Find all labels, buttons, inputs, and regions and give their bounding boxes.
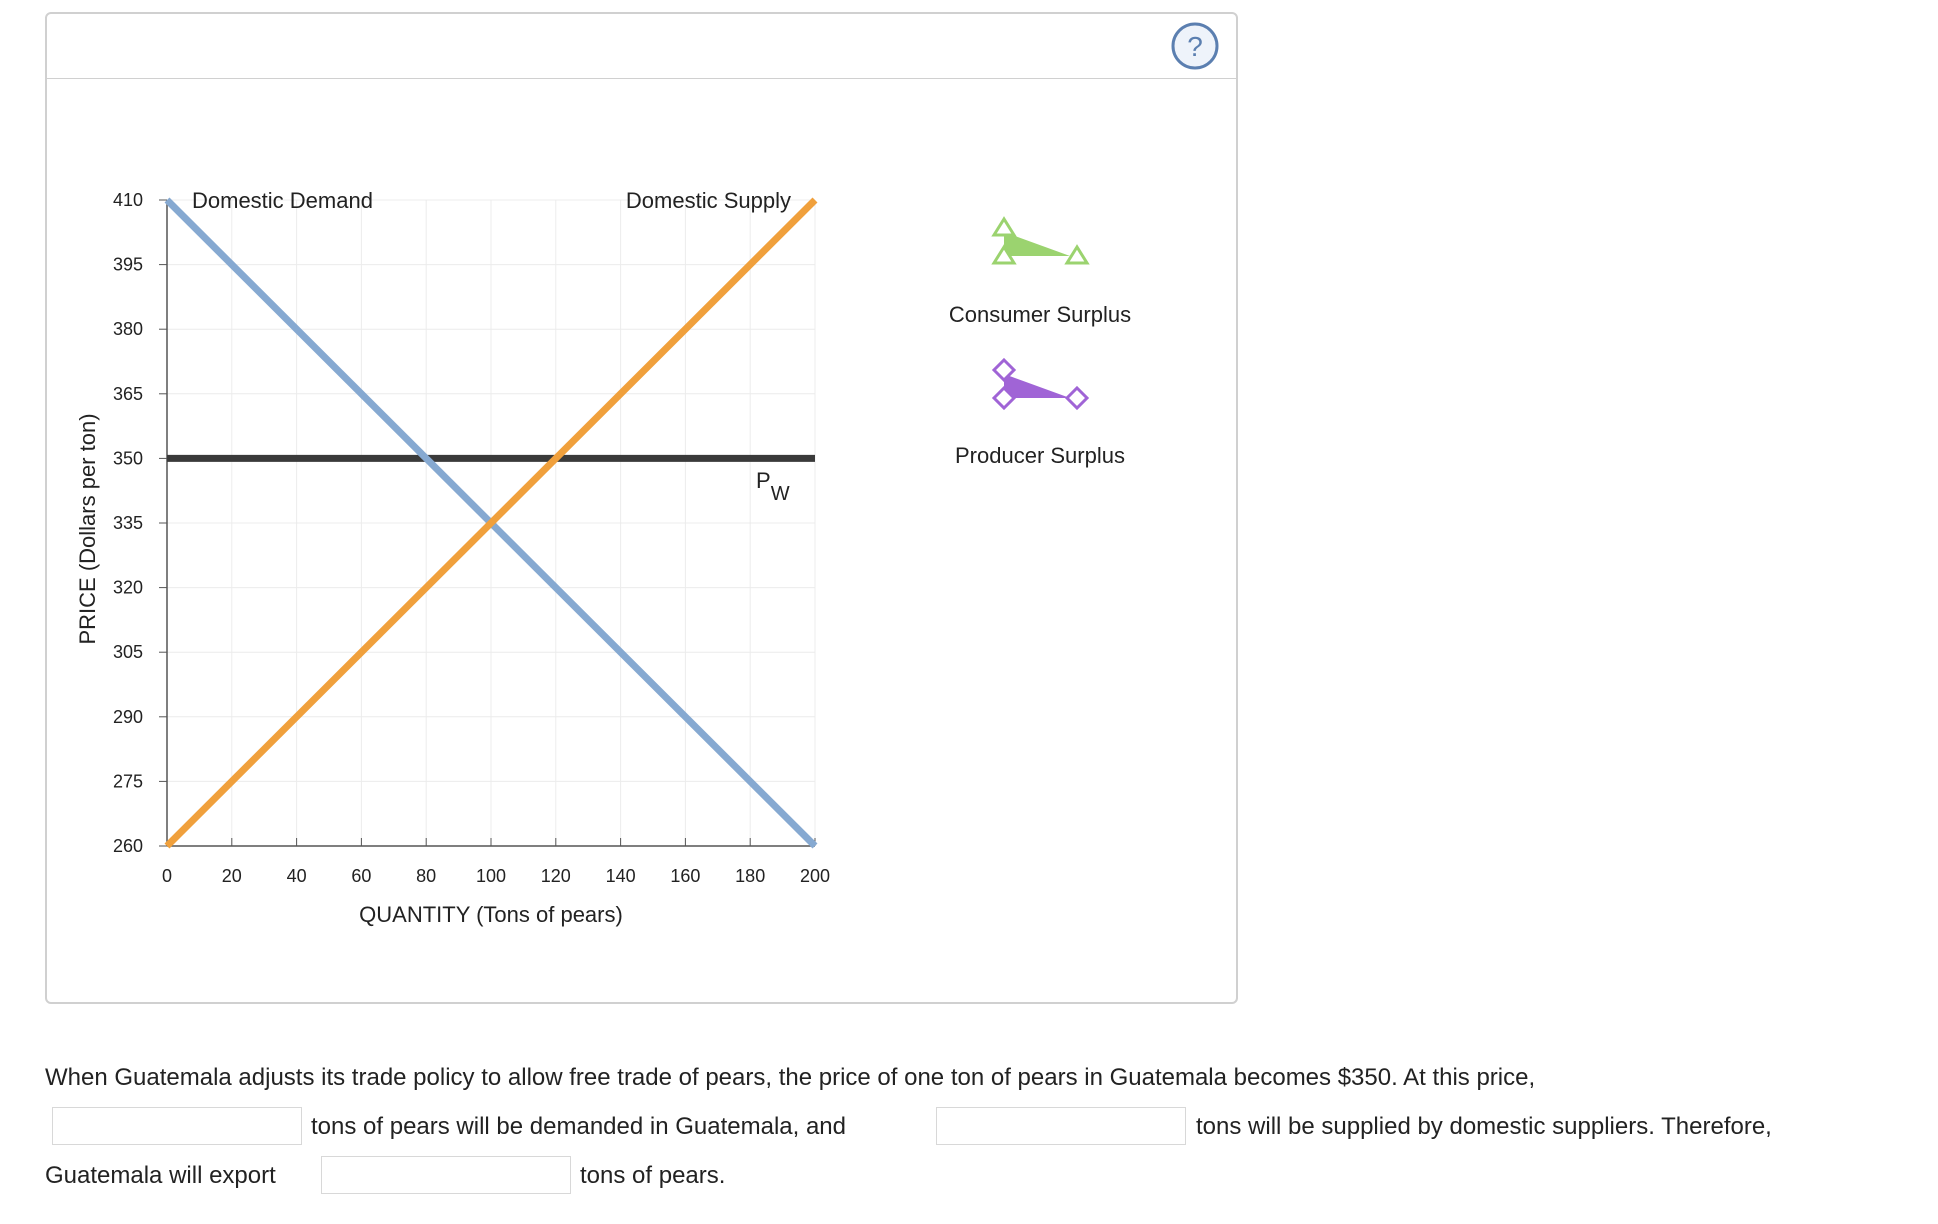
panel-divider — [47, 78, 1236, 79]
x-tick-label: 0 — [162, 866, 172, 886]
y-tick-label: 380 — [113, 319, 143, 339]
legend-marker — [1064, 385, 1090, 411]
x-tick-label: 200 — [800, 866, 830, 886]
legend-marker — [991, 357, 1017, 383]
x-tick-label: 60 — [351, 866, 371, 886]
help-icon[interactable]: ? — [1171, 22, 1219, 70]
help-mark[interactable]: ? — [1187, 31, 1203, 62]
x-axis-label: QUANTITY (Tons of pears) — [359, 902, 623, 927]
x-tick-label: 100 — [476, 866, 506, 886]
x-tick-label: 120 — [541, 866, 571, 886]
legend-marker — [1064, 244, 1090, 265]
x-tick-label: 160 — [670, 866, 700, 886]
x-tick-label: 80 — [416, 866, 436, 886]
answer-input[interactable] — [321, 1156, 571, 1194]
curve-label: Domestic Supply — [626, 188, 791, 213]
legend-label: Consumer Surplus — [949, 302, 1131, 327]
curve-label: Domestic Demand — [192, 188, 373, 213]
graph-panel — [45, 12, 1238, 1004]
world-price-letter: P — [756, 468, 771, 493]
y-tick-label: 320 — [113, 578, 143, 598]
question-text: tons of pears. — [580, 1162, 726, 1189]
y-tick-label: 275 — [113, 771, 143, 791]
question-text: tons of pears will be demanded in Guatem… — [311, 1113, 846, 1140]
legend-marker — [991, 385, 1017, 411]
world-price-label: PW — [756, 468, 790, 505]
y-tick-label: 335 — [113, 513, 143, 533]
question-text: Guatemala will export — [45, 1162, 276, 1189]
legend-marker — [991, 244, 1017, 265]
y-tick-label: 260 — [113, 836, 143, 856]
question-text: When Guatemala adjusts its trade policy … — [45, 1064, 1536, 1091]
y-tick-label: 410 — [113, 190, 143, 210]
legend-swatch — [1004, 232, 1070, 256]
y-tick-label: 350 — [113, 448, 143, 468]
y-tick-label: 365 — [113, 384, 143, 404]
legend-tool[interactable] — [991, 216, 1090, 265]
legend-swatch — [1004, 374, 1070, 398]
legend-label: Producer Surplus — [955, 443, 1125, 468]
y-tick-label: 395 — [113, 255, 143, 275]
chart: ? PRICE (Dollars per ton) QUANTITY (Tons… — [75, 22, 1219, 927]
x-tick-label: 20 — [222, 866, 242, 886]
answer-input[interactable] — [936, 1107, 1186, 1145]
help-circle[interactable] — [1171, 22, 1219, 70]
y-axis-label: PRICE (Dollars per ton) — [75, 413, 100, 644]
x-tick-label: 40 — [287, 866, 307, 886]
x-tick-label: 180 — [735, 866, 765, 886]
curve — [164, 197, 818, 849]
y-tick-label: 305 — [113, 642, 143, 662]
legend-marker — [991, 216, 1017, 237]
question-text: tons will be supplied by domestic suppli… — [1196, 1113, 1772, 1140]
y-tick-label: 290 — [113, 707, 143, 727]
answer-input[interactable] — [52, 1107, 302, 1145]
legend-tool[interactable] — [991, 357, 1090, 411]
x-tick-label: 140 — [606, 866, 636, 886]
world-price-subscript: W — [771, 483, 790, 505]
